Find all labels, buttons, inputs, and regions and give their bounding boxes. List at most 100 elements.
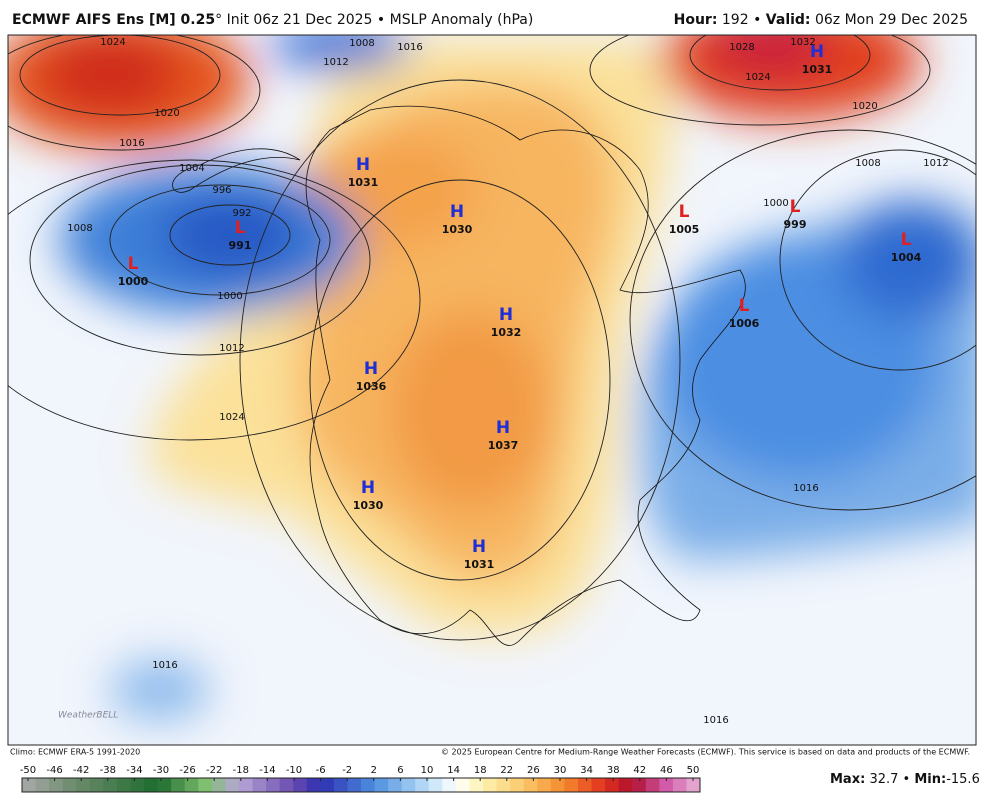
isobar-label: 992 bbox=[232, 208, 251, 219]
colorbar-swatch bbox=[22, 778, 37, 792]
colorbar-swatch bbox=[89, 778, 104, 792]
center-value: 1037 bbox=[488, 439, 519, 452]
colorbar-tick-label: 6 bbox=[397, 765, 403, 776]
center-letter: L bbox=[679, 202, 690, 222]
isobar-label: 1008 bbox=[67, 223, 92, 234]
colorbar-swatch bbox=[144, 778, 159, 792]
degree: ° bbox=[215, 12, 223, 28]
hour: 192 bbox=[721, 12, 749, 28]
valid-label: Valid: bbox=[765, 12, 811, 28]
colorbar-swatch bbox=[361, 778, 376, 792]
title: ECMWF AIFS Ens [M] 0.25 bbox=[12, 12, 216, 28]
colorbar-swatch bbox=[238, 778, 254, 792]
isobar-label: 1020 bbox=[154, 108, 179, 119]
colorbar-tick-label: -38 bbox=[100, 765, 116, 776]
colorbar-swatch bbox=[171, 778, 186, 792]
center-letter: H bbox=[361, 478, 375, 498]
center-value: 1031 bbox=[802, 63, 833, 76]
center-value: 1004 bbox=[891, 251, 922, 264]
isobar-label: 1028 bbox=[729, 42, 754, 53]
isobar-label: 1012 bbox=[323, 57, 348, 68]
min-label: Min: bbox=[914, 772, 946, 787]
center-letter: L bbox=[790, 197, 801, 217]
isobar-label: 1016 bbox=[152, 660, 177, 671]
colorbar-swatch bbox=[659, 778, 674, 792]
min: -15.6 bbox=[946, 772, 980, 787]
colorbar-swatch bbox=[157, 778, 172, 792]
colorbar-swatch bbox=[62, 778, 77, 792]
logo: WeatherBELL bbox=[58, 711, 118, 721]
colorbar-swatch bbox=[306, 778, 321, 792]
header-left: ECMWF AIFS Ens [M] 0.25° Init 06z 21 Dec… bbox=[12, 12, 533, 28]
isobar-label: 1012 bbox=[923, 158, 948, 169]
colorbar-swatch bbox=[428, 778, 443, 792]
coastline bbox=[172, 105, 746, 646]
colorbar-tick-label: -6 bbox=[316, 765, 326, 776]
colorbar-tick-label: -10 bbox=[286, 765, 302, 776]
colorbar-tick-label: -26 bbox=[179, 765, 195, 776]
colorbar-tick-label: 38 bbox=[607, 765, 620, 776]
bullet: • bbox=[753, 12, 762, 28]
center-value: 1032 bbox=[491, 326, 522, 339]
colorbar-frame bbox=[21, 777, 701, 793]
isobar-label: 1016 bbox=[397, 42, 422, 53]
center-letter: H bbox=[499, 305, 513, 325]
colorbar-swatch bbox=[672, 778, 687, 792]
colorbar-tick-label: -18 bbox=[233, 765, 249, 776]
colorbar-tick-label: 46 bbox=[660, 765, 673, 776]
center-letter: H bbox=[810, 42, 824, 62]
colorbar-tick-label: -30 bbox=[153, 765, 169, 776]
climo: Climo: ECMWF ERA-5 1991-2020 bbox=[10, 748, 140, 757]
center-value: 999 bbox=[784, 218, 807, 231]
colorbar-swatch bbox=[442, 778, 457, 792]
isobars bbox=[8, 35, 976, 641]
max: 32.7 bbox=[869, 772, 898, 787]
center-letter: H bbox=[450, 202, 464, 222]
isobar-label: 1012 bbox=[219, 343, 244, 354]
center-value: 1030 bbox=[442, 223, 473, 236]
colorbar-tick-label: -42 bbox=[73, 765, 89, 776]
isobar-label: 1020 bbox=[852, 101, 877, 112]
isobar-label: 1016 bbox=[119, 138, 144, 149]
colorbar-tick-label: 26 bbox=[527, 765, 540, 776]
colorbar-swatch bbox=[523, 778, 538, 792]
copyright: © 2025 European Centre for Medium-Range … bbox=[441, 748, 970, 757]
center-value: 1036 bbox=[356, 380, 387, 393]
colorbar-swatch bbox=[374, 778, 389, 792]
center-value: 1031 bbox=[464, 558, 495, 571]
colorbar-tick-label: 30 bbox=[554, 765, 567, 776]
map-field bbox=[8, 35, 976, 745]
center-letter: H bbox=[496, 418, 510, 438]
colorbar-swatch bbox=[510, 778, 525, 792]
colorbar-swatch bbox=[618, 778, 633, 792]
colorbar-tick-label: 14 bbox=[447, 765, 460, 776]
colorbar-swatch bbox=[333, 778, 348, 792]
bullet: • bbox=[376, 12, 386, 28]
colorbar-swatch bbox=[130, 778, 145, 792]
valid: 06z Mon 29 Dec 2025 bbox=[814, 12, 968, 28]
isobar-label: 1016 bbox=[793, 483, 818, 494]
colorbar-swatch bbox=[550, 778, 565, 792]
colorbar-swatch bbox=[35, 778, 50, 792]
colorbar-swatch bbox=[211, 778, 226, 792]
colorbar-swatch bbox=[184, 778, 199, 792]
max-label: Max: bbox=[830, 772, 865, 787]
colorbar-swatch bbox=[198, 778, 213, 792]
isobar-label: 1032 bbox=[790, 37, 815, 48]
colorbar-tick-label: -22 bbox=[206, 765, 222, 776]
colorbar-swatch bbox=[266, 778, 281, 792]
colorbar-tick-label: 10 bbox=[421, 765, 434, 776]
colorbar-swatch bbox=[686, 778, 701, 792]
center-value: 1031 bbox=[348, 176, 379, 189]
colorbar-swatch bbox=[577, 778, 593, 792]
colorbar-swatch bbox=[49, 778, 64, 792]
colorbar-tick-label: -50 bbox=[20, 765, 36, 776]
isobar-label: 1004 bbox=[179, 163, 204, 174]
colorbar-swatch bbox=[469, 778, 484, 792]
colorbar-swatch bbox=[103, 778, 118, 792]
colorbar-swatch bbox=[605, 778, 620, 792]
init: Init 06z 21 Dec 2025 bbox=[226, 12, 373, 28]
center-value: 1006 bbox=[729, 317, 760, 330]
colorbar-swatch bbox=[252, 778, 267, 792]
